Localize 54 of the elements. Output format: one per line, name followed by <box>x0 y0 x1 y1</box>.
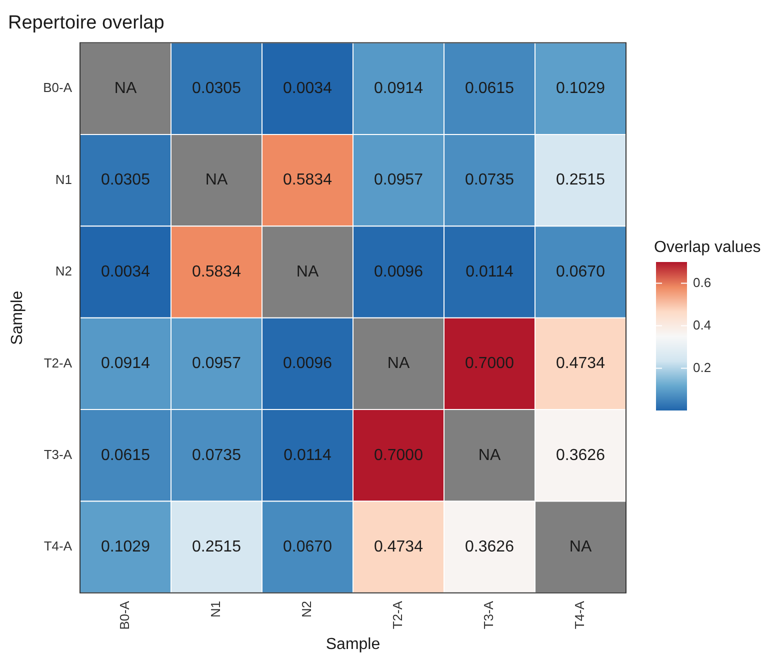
data-label: 0.0305 <box>101 172 150 189</box>
text: NA <box>387 355 410 372</box>
data-label: 0.7000 <box>465 355 514 372</box>
data-label: 0.0305 <box>192 80 242 98</box>
y-tick-label: T3-A <box>44 446 72 462</box>
data-label: 0.0615 <box>465 80 514 98</box>
data-label: 0.4734 <box>374 538 424 556</box>
data-label: 0.7000 <box>374 446 424 464</box>
x-tick-label: T2-A <box>390 600 406 630</box>
x-axis-title: Sample <box>326 636 380 653</box>
data-label: 0.1029 <box>101 538 150 556</box>
y-tick-label: B0-A <box>43 80 72 96</box>
data-label: 0.5834 <box>192 263 242 280</box>
data-label: 0.0114 <box>284 446 332 464</box>
y-axis-title: Sample <box>9 290 26 345</box>
x-tick-label: B0-A <box>117 600 132 630</box>
text: NA <box>205 172 228 189</box>
x-tick-label: T4-A <box>572 600 588 630</box>
y-tick-label: N1 <box>55 172 72 187</box>
x-tick-label: N2 <box>299 600 314 618</box>
data-label: 0.0114 <box>466 263 514 280</box>
text: NA <box>478 446 501 464</box>
data-label: 0.0957 <box>374 172 424 189</box>
data-label: 0.0914 <box>101 355 150 372</box>
text: NA <box>296 263 319 280</box>
y-tick-label: T4-A <box>44 538 72 554</box>
data-label: 0.0615 <box>101 446 150 464</box>
data-label: 0.0735 <box>192 446 242 464</box>
data-label: 0.0914 <box>374 80 424 98</box>
y-tick-label: T2-A <box>44 355 72 370</box>
data-label: 0.2515 <box>192 538 242 556</box>
data-label: 0.4734 <box>556 355 606 372</box>
y-tick-label: N2 <box>55 264 72 279</box>
data-label: 0.0034 <box>283 80 332 98</box>
color-bar-label: 0.2 <box>693 360 712 375</box>
color-bar-label: 0.6 <box>693 274 712 290</box>
data-label: 0.2515 <box>556 172 606 189</box>
text: NA <box>569 538 592 556</box>
data-label: 0.0735 <box>465 172 514 189</box>
data-label: 0.5834 <box>283 172 332 189</box>
data-label: 0.0670 <box>283 538 332 556</box>
x-tick-label: N1 <box>208 600 224 618</box>
x-tick-label: T3-A <box>481 600 496 630</box>
color-bar-title: Overlap values <box>654 239 761 256</box>
data-label: 0.0096 <box>374 263 424 280</box>
data-label: 0.0670 <box>556 263 606 280</box>
data-label: 0.3626 <box>556 446 606 464</box>
chart-title: Repertoire overlap <box>8 12 164 34</box>
data-label: 0.3626 <box>465 538 514 556</box>
data-label: 0.0096 <box>283 355 332 372</box>
data-label: 0.0957 <box>192 355 242 372</box>
data-label: 0.0034 <box>101 263 150 280</box>
data-label: 0.1029 <box>556 80 606 98</box>
color-bar-label: 0.4 <box>693 317 712 332</box>
